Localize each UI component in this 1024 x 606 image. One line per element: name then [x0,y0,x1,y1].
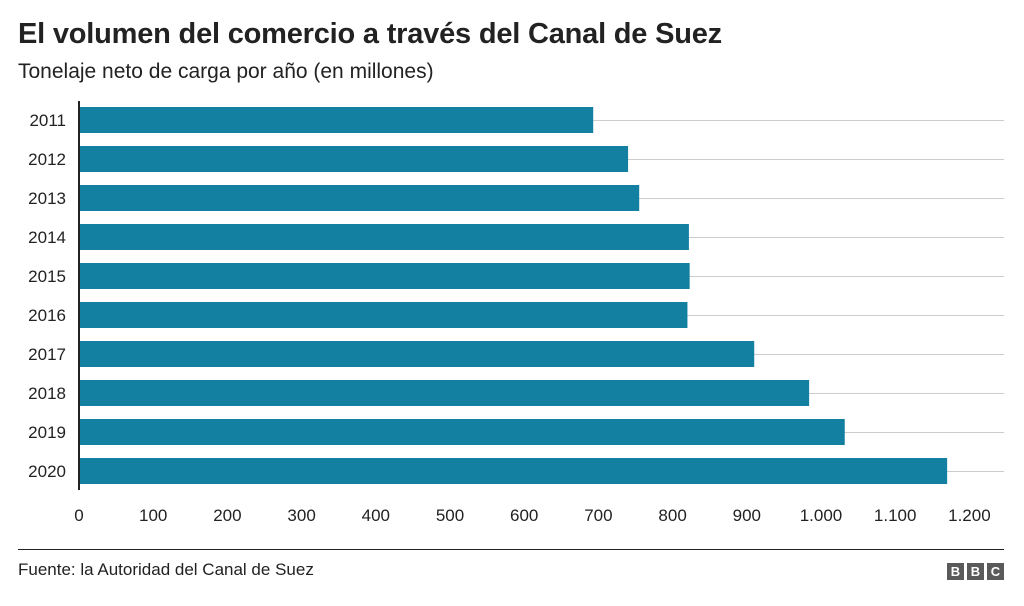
category-label: 2019 [28,423,66,442]
bar-2020 [79,458,948,484]
bar-chart: 2011 2012 2013 2014 2015 2016 2017 2018 2019 2020… [28,101,1004,525]
category-label: 2017 [28,345,66,364]
bar-2013 [79,185,640,211]
bbc-logo-letter: B [947,563,964,580]
footer-divider [18,549,1004,550]
x-tick-label: 200 [213,506,241,525]
bar-2018 [79,380,810,406]
bar-2014 [79,224,689,250]
category-label: 2012 [28,150,66,169]
x-tick-label: 300 [287,506,315,525]
bbc-logo: B B C [947,563,1004,580]
chart-subtitle: Tonelaje neto de carga por año (en millo… [18,60,434,83]
bbc-logo-letter: C [987,563,1004,580]
x-tick-label: 600 [510,506,538,525]
x-tick-label: 1.200 [948,506,991,525]
category-label: 2011 [29,111,66,130]
bar-2012 [79,146,629,172]
category-label: 2015 [28,267,66,286]
bar-2011 [79,107,594,133]
source-note: Fuente: la Autoridad del Canal de Suez [18,560,314,579]
x-tick-label: 900 [733,506,761,525]
x-tick-label: 1.000 [800,506,843,525]
bbc-logo-letter: B [967,563,984,580]
chart-title: El volumen del comercio a través del Can… [18,18,722,50]
x-tick-label: 500 [436,506,464,525]
x-tick-label: 0 [74,506,83,525]
x-tick-label: 800 [658,506,686,525]
category-label: 2014 [28,228,66,247]
category-label: 2020 [28,462,66,481]
category-label: 2018 [28,384,66,403]
bar-2019 [79,419,845,445]
bar-2017 [79,341,755,367]
bar-2016 [79,302,688,328]
bar-2015 [79,263,690,289]
category-label: 2013 [28,189,66,208]
x-tick-label: 700 [584,506,612,525]
x-tick-label: 1.100 [874,506,917,525]
x-tick-label: 100 [139,506,167,525]
x-tick-label: 400 [362,506,390,525]
category-label: 2016 [28,306,66,325]
